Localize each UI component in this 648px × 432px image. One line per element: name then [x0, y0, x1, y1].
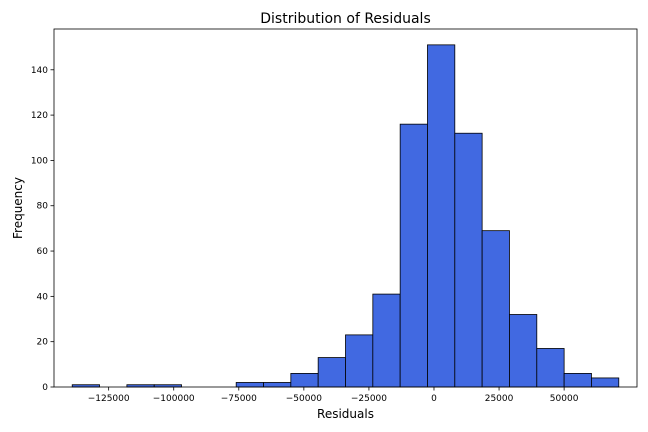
- y-axis-ticks: 0 20 40 60 80 100 120 140: [31, 66, 54, 393]
- y-tick-label-0: 0: [42, 383, 48, 393]
- x-tick-label-6: 25000: [485, 394, 514, 404]
- x-tick-label-4: −25000: [351, 394, 387, 404]
- y-tick-label-7: 140: [31, 66, 48, 76]
- y-tick-label-1: 20: [37, 338, 49, 348]
- histogram-bar-11: [372, 293, 401, 388]
- histogram-bar-18: [563, 373, 592, 388]
- histogram-bar-17: [536, 348, 565, 388]
- histogram-bar-19: [591, 377, 620, 388]
- histogram-bar-9: [317, 357, 346, 388]
- histogram-bar-15: [481, 230, 510, 388]
- plot-frame: [53, 28, 638, 388]
- histogram-bar-10: [345, 334, 374, 388]
- histogram-bar-8: [290, 373, 319, 388]
- histogram-bar-12: [399, 123, 428, 388]
- x-axis-label: Residuals: [317, 407, 374, 421]
- chart-title: Distribution of Residuals: [260, 11, 431, 27]
- y-tick-label-3: 60: [37, 247, 49, 257]
- histogram-bar-14: [454, 132, 483, 388]
- histogram-bar-7: [263, 382, 292, 388]
- y-tick-label-4: 80: [37, 202, 49, 212]
- x-tick-label-0: −125000: [88, 394, 130, 404]
- x-axis-ticks: −125000 −100000 −75000 −50000 −25000 0 25000 50…: [88, 387, 579, 404]
- histogram-bars: [71, 44, 620, 388]
- y-axis-label: Frequency: [11, 177, 25, 239]
- x-tick-label-3: −50000: [286, 394, 322, 404]
- x-tick-label-1: −100000: [153, 394, 195, 404]
- histogram-bar-16: [509, 314, 538, 388]
- y-tick-label-6: 120: [31, 111, 48, 121]
- x-tick-label-2: −75000: [221, 394, 257, 404]
- x-tick-label-7: 50000: [550, 394, 579, 404]
- y-tick-label-5: 100: [31, 156, 48, 166]
- histogram-bar-6: [235, 382, 264, 388]
- x-tick-label-5: 0: [431, 394, 437, 404]
- histogram-bar-13: [427, 44, 456, 388]
- y-tick-label-2: 40: [37, 292, 49, 302]
